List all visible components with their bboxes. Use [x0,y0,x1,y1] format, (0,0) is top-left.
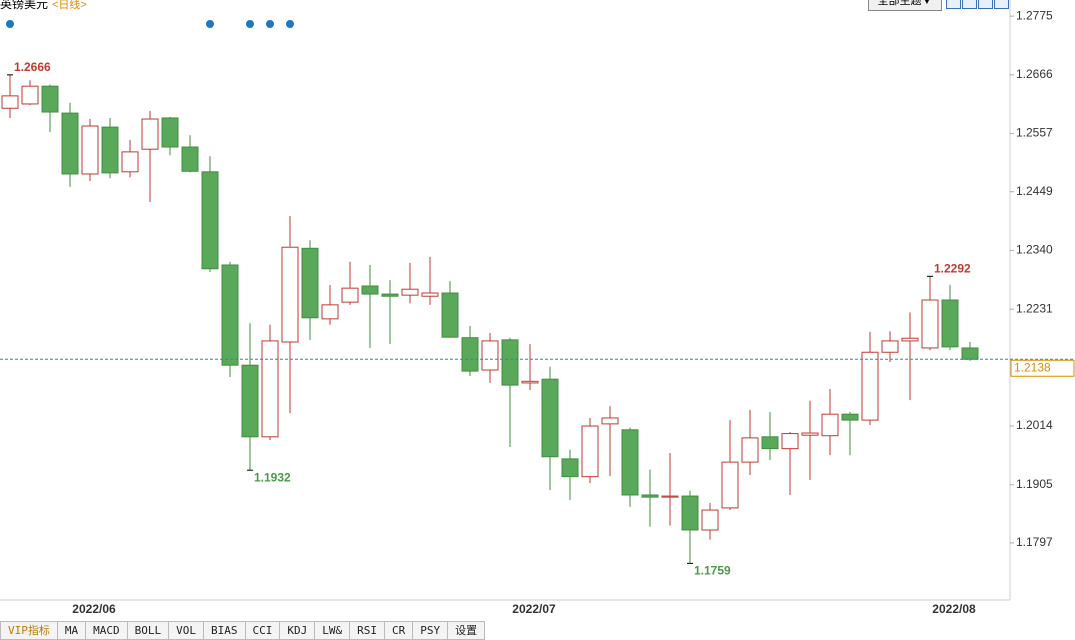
tab[interactable]: BIAS [204,621,246,640]
annotation-label: 1.1759 [694,564,731,578]
chart: 英镑美元 <日线> 1.2775 1.2666 1.2557 1.2449 1.2340… [0,0,1075,616]
candle-body [401,288,419,296]
candle-body [901,337,919,342]
candle-body [721,461,739,509]
y-tick-label: 1.2231 [1016,301,1053,315]
candle-body [21,85,39,105]
last-price-box [1010,359,1075,377]
indicator-tabs: VIP指标 MA MACD BOLL VOL BIAS CCI KDJ LW& RSI CR PSY 设… [0,621,486,640]
candle-body [521,380,539,384]
candle-body [921,299,939,349]
last-price-label: 1.2138 [1014,360,1051,374]
candle-body [381,293,399,297]
y-tick-label: 1.2449 [1016,184,1053,198]
tab[interactable]: MACD [86,621,128,640]
signal-dot [6,20,14,28]
candle-body [1,95,19,109]
candle-body [801,432,819,436]
y-tick-label: 1.2775 [1016,8,1053,22]
x-tick-label: 2022/06 [72,602,116,616]
candle-body [141,118,159,150]
candle-body [101,126,119,174]
candle-body [621,429,639,496]
candle-body [121,151,139,173]
candle-body [441,292,459,338]
annotation-label: 1.2292 [934,261,971,275]
tab[interactable]: VOL [169,621,204,640]
candle-body [541,378,559,458]
candle-body [41,85,59,113]
y-tick-label: 1.2557 [1016,126,1053,140]
tab[interactable]: CCI [245,621,281,640]
candle-body [861,351,879,421]
tab[interactable]: RSI [350,621,385,640]
tab[interactable]: VIP指标 [0,621,58,640]
candle-body [641,494,659,498]
tab[interactable]: BOLL [127,621,170,640]
tab[interactable]: PSY [413,621,449,640]
candle-body [961,347,979,360]
candle-body [181,146,199,172]
candle-body [701,509,719,531]
candle-body [881,340,899,353]
candle-body [561,458,579,478]
candle-body [941,299,959,348]
y-tick-label: 1.2666 [1016,67,1053,81]
candle-body [421,292,439,297]
y-tick-label: 1.1905 [1016,477,1053,491]
signal-dot [286,20,294,28]
candle-body [81,125,99,175]
chart-subtitle: <日线> [52,0,87,11]
x-tick-label: 2022/08 [932,602,976,616]
candle-body [61,112,79,175]
x-tick-label: 2022/07 [512,602,556,616]
y-tick-label: 1.2340 [1016,243,1053,257]
signal-dot [206,20,214,28]
candle-body [481,340,499,371]
candle-body [761,436,779,450]
signal-dot [266,20,274,28]
tab[interactable]: LW& [315,621,351,640]
candle-body [261,340,279,438]
candle-body [201,171,219,270]
signal-dot [246,20,254,28]
candle-body [341,287,359,303]
candle-body [601,417,619,425]
candle-body [241,364,259,438]
tab[interactable]: KDJ [280,621,316,640]
icon-button[interactable] [978,0,993,9]
annotation-label: 1.1932 [254,470,291,484]
y-tick-label: 1.1797 [1016,535,1053,549]
candle-body [301,247,319,319]
y-tick-label: 1.2014 [1016,418,1053,432]
candle-body [681,495,699,531]
theme-button[interactable]: 全部主题▼ [868,0,942,11]
candle-body [661,495,679,498]
candle-body [841,413,859,421]
icon-button[interactable] [962,0,977,9]
annotation-label: 1.2666 [14,60,51,74]
candle-body [821,413,839,437]
candle-body [781,433,799,450]
candle-body [361,285,379,295]
candle-body [581,425,599,478]
candle-body [221,264,239,366]
candle-body [461,337,479,372]
tab[interactable]: 设置 [448,621,486,640]
candle-body [321,304,339,320]
tab[interactable]: MA [57,621,87,640]
candle-body [281,246,299,343]
chart-title: 英镑美元 [0,0,48,11]
icon-button[interactable] [946,0,961,9]
icon-button[interactable] [994,0,1009,9]
candle-body [501,339,519,386]
candle-body [161,117,179,148]
tab[interactable]: CR [385,621,414,640]
candle-body [741,437,759,463]
